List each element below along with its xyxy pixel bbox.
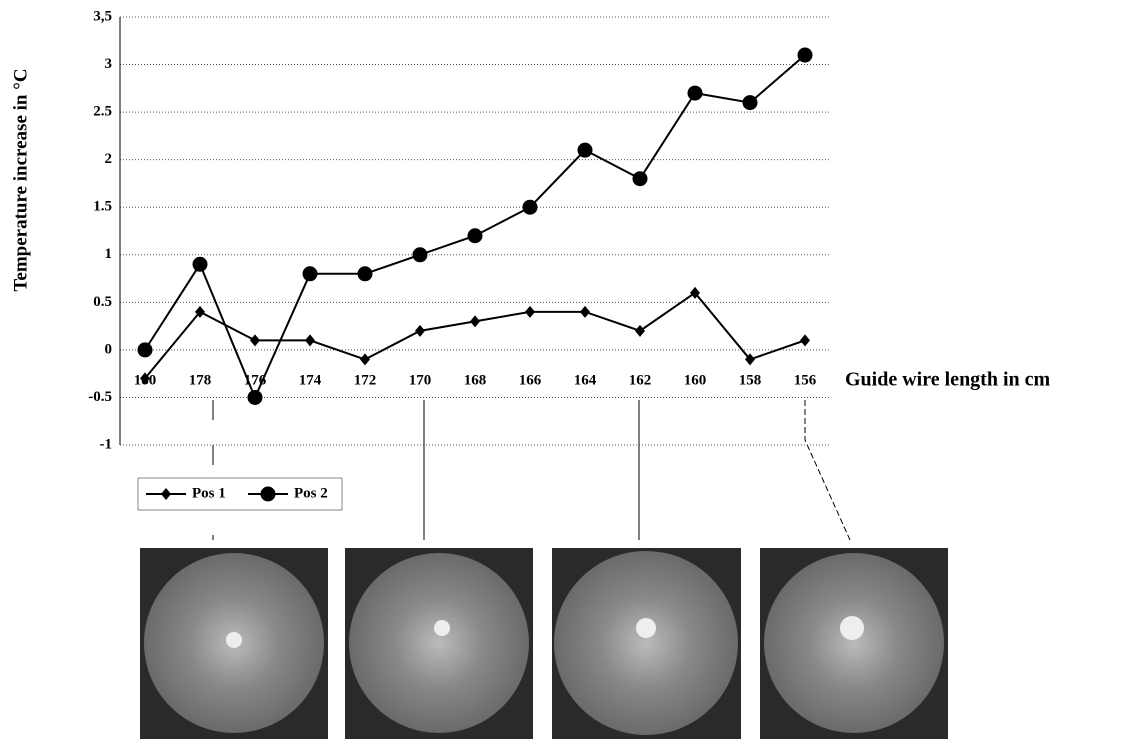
- y-tick-label: 3: [105, 56, 113, 72]
- point: [578, 143, 593, 158]
- point: [305, 334, 315, 346]
- y-tick-label: 1.5: [93, 199, 112, 215]
- point: [635, 325, 645, 337]
- point: [743, 95, 758, 110]
- point: [580, 306, 590, 318]
- legend-label: Pos 2: [294, 485, 328, 501]
- point: [248, 390, 263, 405]
- y-tick-label: 2: [105, 151, 113, 167]
- point: [798, 48, 813, 63]
- y-tick-label: 0.5: [93, 294, 112, 310]
- y-tick-label: 3,5: [93, 8, 112, 24]
- point: [415, 325, 425, 337]
- point: [138, 342, 153, 357]
- connectors: [213, 400, 850, 540]
- point: [470, 315, 480, 327]
- point: [633, 171, 648, 186]
- x-tick-label: 172: [354, 372, 377, 388]
- y-axis-title: Temperature increase in °C: [10, 68, 31, 291]
- x-tick-label: 158: [739, 372, 762, 388]
- point: [303, 266, 318, 281]
- x-tick-label: 174: [299, 372, 322, 388]
- point: [413, 247, 428, 262]
- point: [358, 266, 373, 281]
- point: [360, 353, 370, 365]
- x-tick-label: 178: [189, 372, 212, 388]
- y-tick-label: -0.5: [88, 389, 112, 405]
- x-axis-title: Guide wire length in cm: [845, 369, 1051, 391]
- point: [523, 200, 538, 215]
- thermal-images: [140, 548, 948, 739]
- y-tick-label: 0: [105, 341, 113, 357]
- series-line: [145, 55, 805, 397]
- x-tick-label: 168: [464, 372, 487, 388]
- point: [193, 257, 208, 272]
- legend-marker: [261, 487, 276, 502]
- point: [525, 306, 535, 318]
- x-tick-label: 160: [684, 372, 707, 388]
- chart: Temperature increase in °C Guide wire le…: [0, 0, 1133, 739]
- x-tick-label: 166: [519, 372, 542, 388]
- series-line: [145, 293, 805, 379]
- point: [468, 228, 483, 243]
- y-tick-label: 1: [105, 246, 113, 262]
- x-tick-label: 164: [574, 372, 597, 388]
- x-tick-label: 162: [629, 372, 652, 388]
- point: [800, 334, 810, 346]
- x-tick-label: 156: [794, 372, 817, 388]
- point: [250, 334, 260, 346]
- point: [688, 86, 703, 101]
- y-tick-label: -1: [100, 436, 113, 452]
- legend-label: Pos 1: [192, 485, 226, 501]
- y-tick-label: 2.5: [93, 104, 112, 120]
- x-tick-label: 170: [409, 372, 432, 388]
